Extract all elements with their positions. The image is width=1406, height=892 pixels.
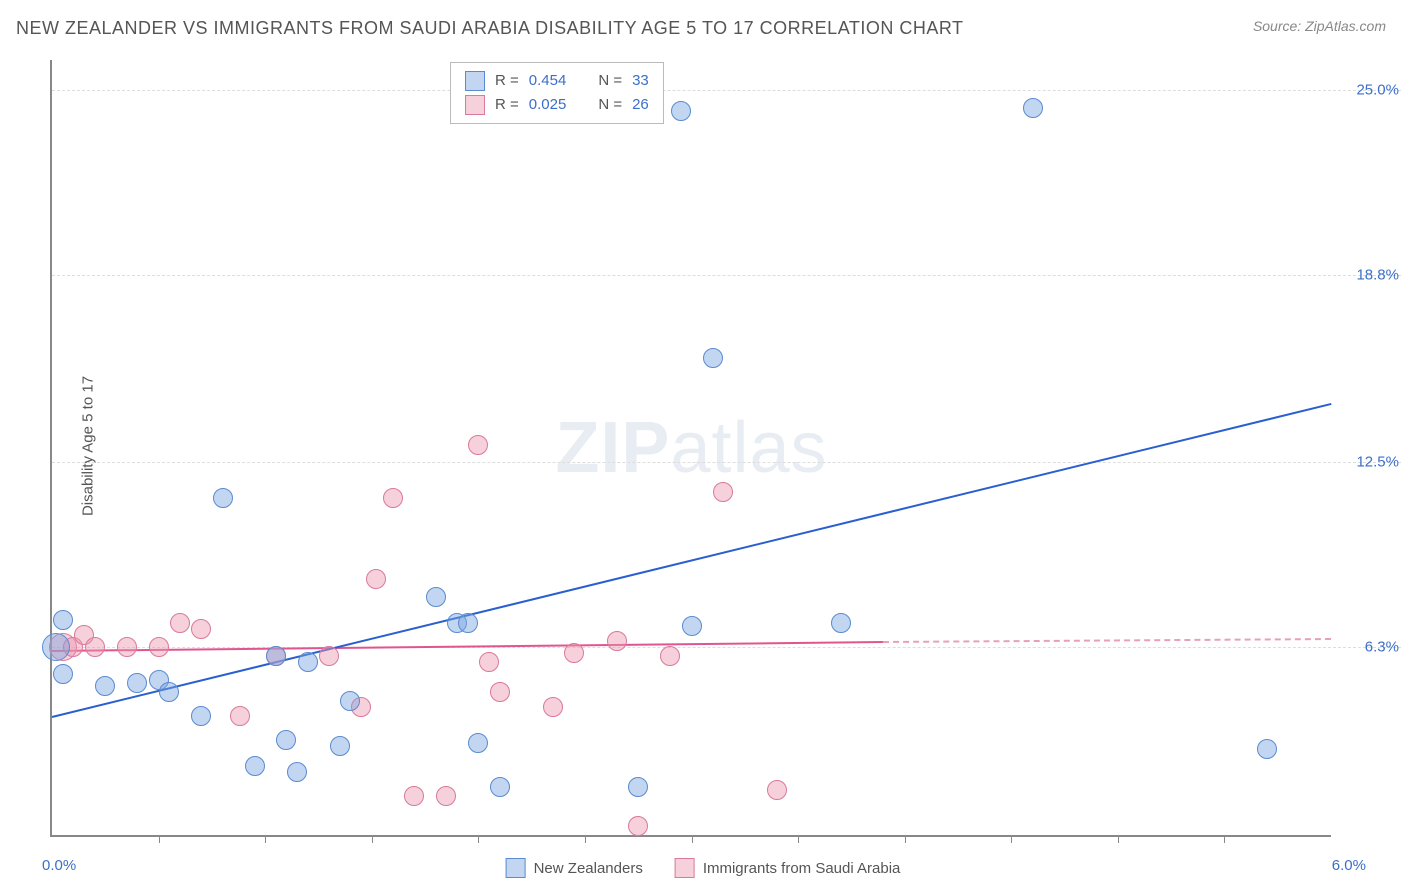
legend-swatch-blue [506,858,526,878]
data-point [149,637,169,657]
data-point [564,643,584,663]
data-point [713,482,733,502]
data-point [245,756,265,776]
data-point [230,706,250,726]
n-value: 26 [632,93,649,117]
data-point [266,646,286,666]
data-point [660,646,680,666]
data-point [383,488,403,508]
n-label: N = [598,69,622,93]
legend-swatch [465,71,485,91]
data-point [191,619,211,639]
data-point [479,652,499,672]
data-point [95,676,115,696]
y-tick-label: 6.3% [1365,639,1399,656]
legend-stat-row: R = 0.025 N = 26 [465,93,649,117]
chart-title: NEW ZEALANDER VS IMMIGRANTS FROM SAUDI A… [16,18,964,39]
source-attribution: Source: ZipAtlas.com [1253,18,1386,34]
legend-label-blue: New Zealanders [534,860,643,877]
watermark-rest: atlas [670,408,827,488]
data-point [703,348,723,368]
legend-swatch-pink [675,858,695,878]
x-tick [372,835,373,843]
x-tick [692,835,693,843]
data-point [276,730,296,750]
data-point [298,652,318,672]
data-point [117,637,137,657]
data-point [127,673,147,693]
data-point [170,613,190,633]
data-point [191,706,211,726]
gridline [52,462,1401,463]
r-label: R = [495,69,519,93]
data-point [490,682,510,702]
data-point [543,697,563,717]
data-point [628,816,648,836]
data-point [53,610,73,630]
data-point [330,736,350,756]
correlation-legend: R = 0.454 N = 33 R = 0.025 N = 26 [450,62,664,124]
data-point [490,777,510,797]
legend-swatch [465,95,485,115]
gridline [52,90,1401,91]
data-point [1023,98,1043,118]
data-point [426,587,446,607]
data-point [468,733,488,753]
legend-item-blue: New Zealanders [506,858,643,878]
data-point [436,786,456,806]
y-tick-label: 25.0% [1356,81,1399,98]
x-tick [265,835,266,843]
data-point [366,569,386,589]
r-value: 0.025 [529,93,567,117]
trend-line [52,403,1331,718]
data-point [53,664,73,684]
x-tick [1118,835,1119,843]
plot-area: ZIPatlas 6.3%12.5%18.8%25.0% [50,60,1331,837]
legend-stat-row: R = 0.454 N = 33 [465,69,649,93]
x-tick [1011,835,1012,843]
data-point [831,613,851,633]
watermark-bold: ZIP [555,408,670,488]
data-point [458,613,478,633]
x-tick [585,835,586,843]
n-label: N = [598,93,622,117]
x-tick [798,835,799,843]
legend-item-pink: Immigrants from Saudi Arabia [675,858,901,878]
x-tick [1224,835,1225,843]
n-value: 33 [632,69,649,93]
data-point [42,633,70,661]
series-legend: New Zealanders Immigrants from Saudi Ara… [506,858,901,878]
r-value: 0.454 [529,69,567,93]
data-point [404,786,424,806]
x-axis-min-label: 0.0% [42,857,76,874]
x-axis-max-label: 6.0% [1332,857,1366,874]
data-point [682,616,702,636]
watermark: ZIPatlas [555,407,827,489]
data-point [671,101,691,121]
y-tick-label: 18.8% [1356,266,1399,283]
data-point [628,777,648,797]
data-point [1257,739,1277,759]
data-point [607,631,627,651]
data-point [468,435,488,455]
legend-label-pink: Immigrants from Saudi Arabia [703,860,901,877]
data-point [159,682,179,702]
data-point [767,780,787,800]
data-point [213,488,233,508]
x-tick [478,835,479,843]
data-point [319,646,339,666]
data-point [287,762,307,782]
y-tick-label: 12.5% [1356,454,1399,471]
data-point [85,637,105,657]
trend-line [883,638,1331,643]
gridline [52,275,1401,276]
data-point [340,691,360,711]
x-tick [905,835,906,843]
chart-container: NEW ZEALANDER VS IMMIGRANTS FROM SAUDI A… [0,0,1406,892]
x-tick [159,835,160,843]
r-label: R = [495,93,519,117]
